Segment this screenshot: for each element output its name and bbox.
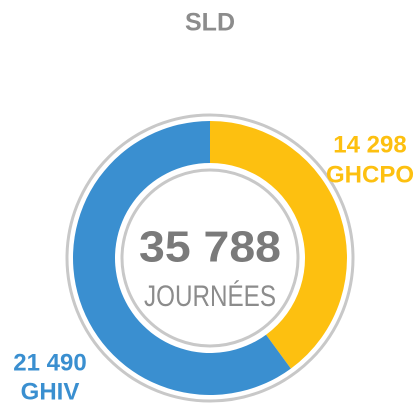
center-label: 35 788: [139, 223, 281, 272]
chart-title: SLD: [185, 9, 235, 37]
donut-segment: [210, 121, 347, 369]
category-label: GHIV: [21, 378, 80, 405]
value-label: 21 490: [13, 349, 86, 376]
outer-ring: [65, 113, 355, 403]
category-label: GHCPO: [326, 161, 414, 188]
center-sublabel: JOURNÉES: [144, 280, 276, 313]
donut-segment: [72, 121, 291, 395]
value-label: 14 298: [333, 131, 406, 158]
inner-ring: [120, 168, 300, 348]
